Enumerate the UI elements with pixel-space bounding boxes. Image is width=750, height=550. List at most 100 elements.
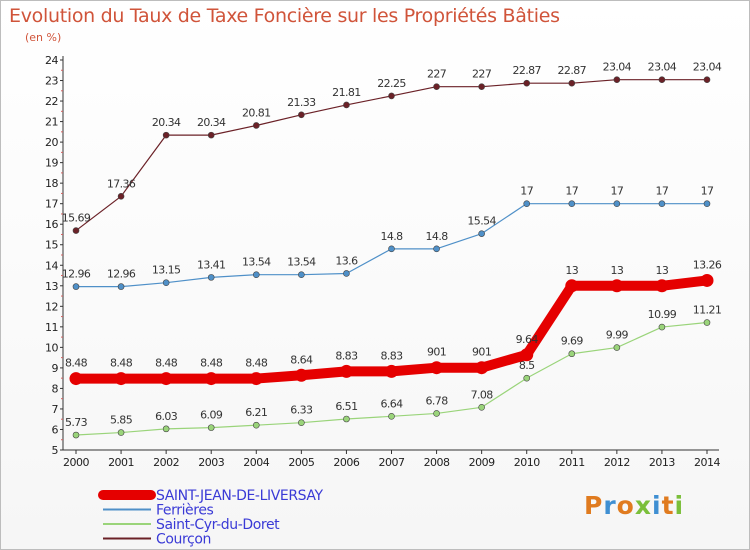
- data-label: 9.99: [606, 329, 629, 342]
- data-label: 8.83: [335, 349, 358, 362]
- data-label: 8.83: [380, 349, 403, 362]
- y-tick-label: 23: [45, 75, 58, 88]
- data-label: 11.21: [693, 304, 722, 317]
- y-tick-label: 22: [45, 95, 58, 108]
- data-label: 901: [472, 346, 491, 359]
- data-label: 13: [610, 264, 623, 277]
- data-point: [72, 283, 80, 290]
- data-label: 12.96: [107, 268, 136, 281]
- x-tick-label: 2005: [288, 456, 314, 469]
- data-label: 8.48: [245, 357, 268, 370]
- data-label: 20.81: [242, 106, 271, 119]
- data-label: 6.78: [426, 394, 449, 407]
- data-point: [613, 76, 621, 84]
- data-label: 9.64: [516, 333, 539, 346]
- y-tick-label: 14: [45, 259, 58, 272]
- data-point: [385, 364, 398, 378]
- data-point: [478, 404, 485, 411]
- data-label: 17: [610, 185, 623, 198]
- logo-letter: r: [603, 491, 617, 520]
- data-point: [343, 101, 350, 109]
- data-point: [658, 323, 666, 331]
- data-label: 17: [656, 185, 669, 198]
- data-label: 13.41: [197, 258, 226, 271]
- data-label: 8.5: [519, 359, 535, 372]
- x-tick-label: 2008: [424, 456, 450, 469]
- data-label: 8.64: [290, 353, 313, 366]
- data-point: [117, 429, 125, 436]
- data-point: [207, 131, 215, 139]
- y-tick-label: 17: [45, 198, 58, 211]
- data-label: 10.99: [648, 308, 677, 321]
- data-point: [339, 364, 353, 378]
- logo-letter: o: [616, 491, 635, 520]
- data-label: 8.48: [110, 357, 133, 370]
- data-point: [433, 83, 440, 90]
- x-tick-label: 2013: [649, 456, 675, 469]
- data-point: [204, 372, 218, 386]
- data-label: 20.34: [152, 116, 181, 129]
- data-label: 6.09: [200, 409, 223, 422]
- data-point: [162, 279, 170, 287]
- data-point: [162, 131, 170, 139]
- data-point: [703, 200, 711, 207]
- data-label: 6.21: [245, 406, 267, 419]
- data-point: [478, 83, 485, 90]
- data-label: 13.54: [287, 256, 316, 269]
- data-point: [565, 279, 579, 293]
- y-tick-label: 24: [45, 54, 58, 67]
- data-label: 13.15: [152, 264, 181, 277]
- data-label: 22.87: [558, 64, 587, 77]
- data-point: [388, 92, 395, 100]
- data-point: [523, 79, 531, 87]
- data-point: [475, 361, 489, 375]
- data-label: 17: [565, 185, 578, 198]
- y-tick-label: 19: [45, 157, 58, 170]
- data-label: 13.54: [242, 256, 271, 269]
- data-point: [294, 368, 308, 382]
- data-point: [568, 350, 576, 358]
- y-tick-label: 9: [52, 362, 59, 375]
- y-tick-label: 18: [45, 177, 58, 190]
- legend-label: Ferrières: [156, 503, 214, 519]
- data-point: [252, 421, 260, 429]
- x-tick-label: 2002: [153, 456, 179, 469]
- y-tick-label: 8: [52, 382, 59, 395]
- data-label: 5.73: [65, 416, 88, 429]
- data-label: 7.08: [471, 388, 494, 401]
- data-point: [388, 413, 395, 420]
- data-point: [478, 230, 485, 237]
- y-tick-label: 5: [52, 444, 59, 457]
- data-label: 17.36: [107, 177, 136, 190]
- data-label: 15.54: [467, 215, 496, 228]
- data-point: [700, 273, 714, 287]
- y-tick-label: 16: [45, 218, 58, 231]
- logo-letter: i: [652, 491, 662, 520]
- data-point: [343, 415, 350, 423]
- logo-letter: x: [634, 491, 652, 520]
- x-tick-label: 2001: [108, 456, 134, 469]
- legend-label: SAINT-JEAN-DE-LIVERSAY: [156, 488, 323, 504]
- data-point: [703, 76, 711, 84]
- data-point: [252, 271, 260, 279]
- data-point: [298, 111, 305, 119]
- y-tick-label: 21: [45, 116, 58, 129]
- chart-title: Evolution du Taux de Taxe Foncière sur l…: [9, 5, 560, 27]
- y-tick-label: 13: [45, 280, 58, 293]
- data-point: [72, 431, 80, 439]
- series-line-courçon: [75, 79, 708, 232]
- data-label: 227: [427, 68, 447, 81]
- data-label: 14.8: [380, 230, 403, 243]
- data-point: [520, 348, 534, 362]
- data-label: 6.03: [155, 410, 178, 423]
- data-point: [72, 227, 80, 234]
- data-label: 17: [520, 185, 533, 198]
- data-label: 17: [701, 185, 714, 198]
- data-label: 227: [472, 68, 492, 81]
- y-tick-label: 15: [45, 239, 58, 252]
- data-point: [249, 372, 263, 386]
- data-point: [162, 425, 170, 433]
- data-point: [655, 279, 669, 293]
